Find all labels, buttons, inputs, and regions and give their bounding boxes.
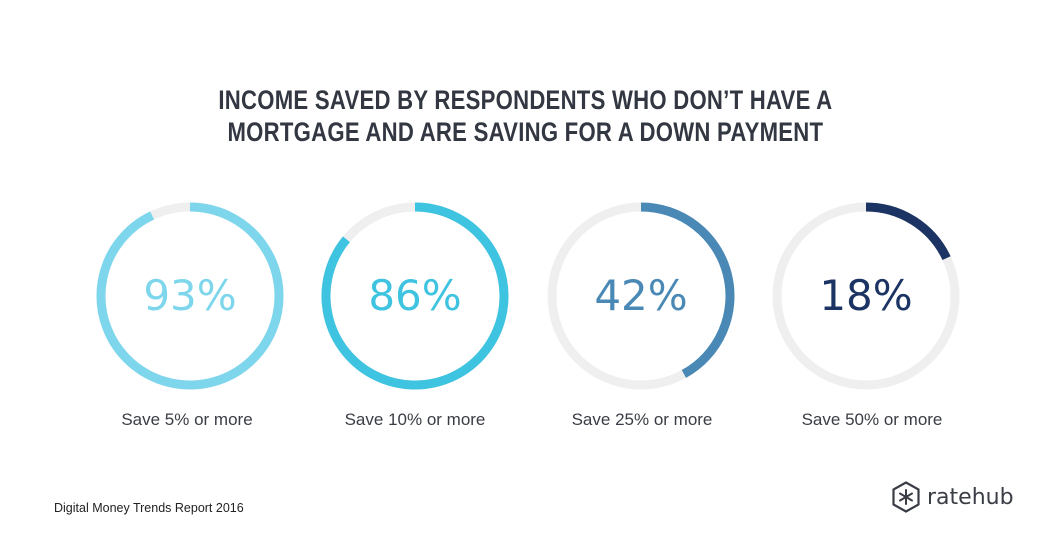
percent-label: 93%: [143, 271, 237, 320]
chart-title-line-2: MORTGAGE AND ARE SAVING FOR A DOWN PAYME…: [227, 117, 824, 147]
donut-arc: [321, 202, 509, 390]
percent-label: 42%: [594, 271, 688, 320]
category-label: Save 25% or more: [571, 410, 713, 429]
donut-save-25: 42%: [543, 198, 739, 394]
percent-label: 86%: [368, 271, 462, 320]
donut-arc: [640, 202, 735, 378]
chart-title-line-1: INCOME SAVED BY RESPONDENTS WHO DON’T HA…: [218, 85, 833, 115]
donut-graphic: [772, 202, 960, 390]
chart-title: INCOME SAVED BY RESPONDENTS WHO DON’T HA…: [95, 84, 957, 148]
donut-arc: [865, 202, 951, 261]
category-label: Save 5% or more: [121, 410, 253, 429]
category-label: Save 10% or more: [344, 410, 486, 429]
ratehub-hexagon-icon: [892, 481, 920, 513]
brand-name: ratehub: [927, 484, 1014, 510]
category-label: Save 50% or more: [801, 410, 943, 429]
donut-graphic: [96, 202, 284, 390]
donut-graphic: [547, 202, 735, 390]
donut-arc: [96, 202, 284, 390]
donut-graphic: [321, 202, 509, 390]
donut-save-10: 86%: [317, 198, 513, 394]
ratehub-logo: ratehub: [891, 481, 1014, 513]
donut-save-50: 18%: [768, 198, 964, 394]
source-note: Digital Money Trends Report 2016: [54, 501, 244, 515]
donut-save-5: 93%: [92, 198, 288, 394]
percent-label: 18%: [819, 271, 913, 320]
